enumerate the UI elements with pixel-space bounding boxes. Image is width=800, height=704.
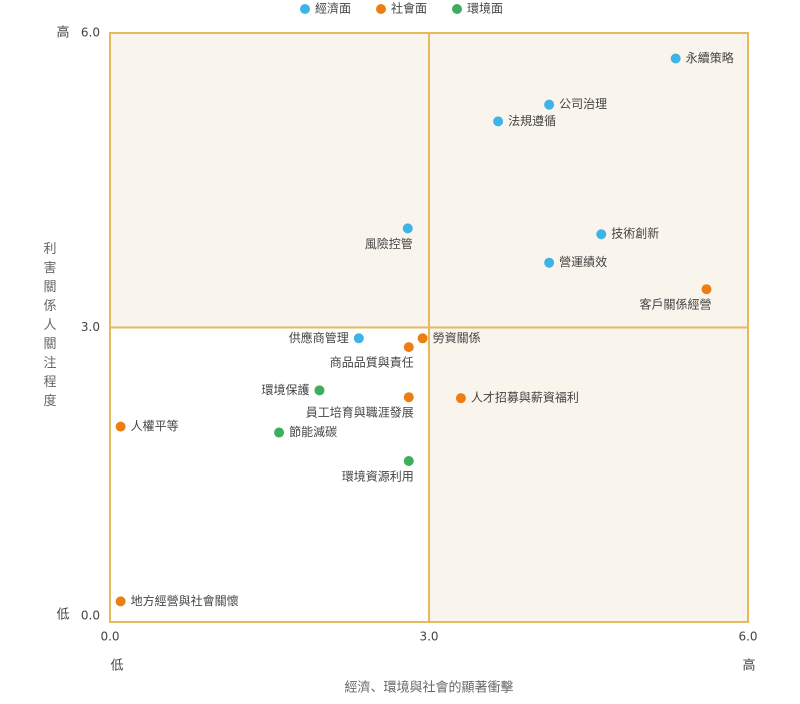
point-label: 勞資關係 [433, 331, 481, 345]
point-label: 營運績效 [559, 254, 607, 269]
point-label: 法規遵循 [508, 113, 556, 128]
point-label: 公司治理 [559, 97, 607, 111]
point-label: 供應商管理 [289, 330, 349, 345]
point [701, 284, 712, 295]
point [417, 333, 428, 344]
x-tick-label: 3.0 [419, 630, 438, 644]
y-tick-label: 3.0 [81, 320, 100, 334]
point [670, 53, 681, 64]
x-tick-label: 0.0 [100, 630, 119, 644]
point [115, 596, 126, 607]
point-label: 永續策略 [686, 50, 734, 65]
point [455, 393, 466, 404]
point [403, 392, 414, 403]
legend-marker [376, 4, 386, 14]
point [544, 99, 555, 110]
point-label: 地方經營與社會關懷 [131, 593, 239, 608]
legend-label: 環境面 [467, 1, 503, 16]
x-high: 高 [742, 658, 755, 674]
point-label: 員工培育與職涯發展 [306, 405, 414, 420]
point-label: 技術創新 [611, 226, 659, 241]
point [596, 229, 607, 240]
y-tick-label: 0.0 [81, 609, 100, 623]
y-tick-label: 6.0 [81, 26, 100, 40]
point-label: 環境資源利用 [342, 469, 414, 484]
y-low: 低 [56, 608, 69, 623]
point [115, 421, 126, 432]
point [314, 385, 325, 396]
legend-label: 經濟面 [315, 1, 351, 16]
quadrant [429, 327, 748, 622]
point-label: 人權平等 [131, 419, 179, 433]
x-axis-title: 經濟、環境與社會的顯著衝擊 [344, 680, 513, 696]
legend-label: 社會面 [391, 1, 427, 16]
point [544, 257, 555, 268]
y-axis-title: 利害關係人關注程度 [41, 242, 57, 413]
point [493, 116, 504, 127]
point-label: 節能減碳 [289, 424, 337, 439]
legend-marker [300, 4, 310, 14]
y-high: 高 [56, 25, 69, 41]
legend-marker [452, 4, 462, 14]
point-label: 人才招募與薪資福利 [471, 390, 579, 405]
point [274, 427, 285, 438]
point [353, 333, 364, 344]
point-label: 風險控管 [365, 236, 413, 251]
point-label: 客戶關係經營 [640, 297, 712, 312]
point [403, 456, 414, 467]
point-label: 商品品質與責任 [330, 355, 414, 370]
point [402, 223, 413, 234]
x-tick-label: 6.0 [738, 630, 757, 644]
point [403, 342, 414, 353]
x-low: 低 [110, 659, 123, 674]
point-label: 環境保護 [261, 382, 309, 397]
